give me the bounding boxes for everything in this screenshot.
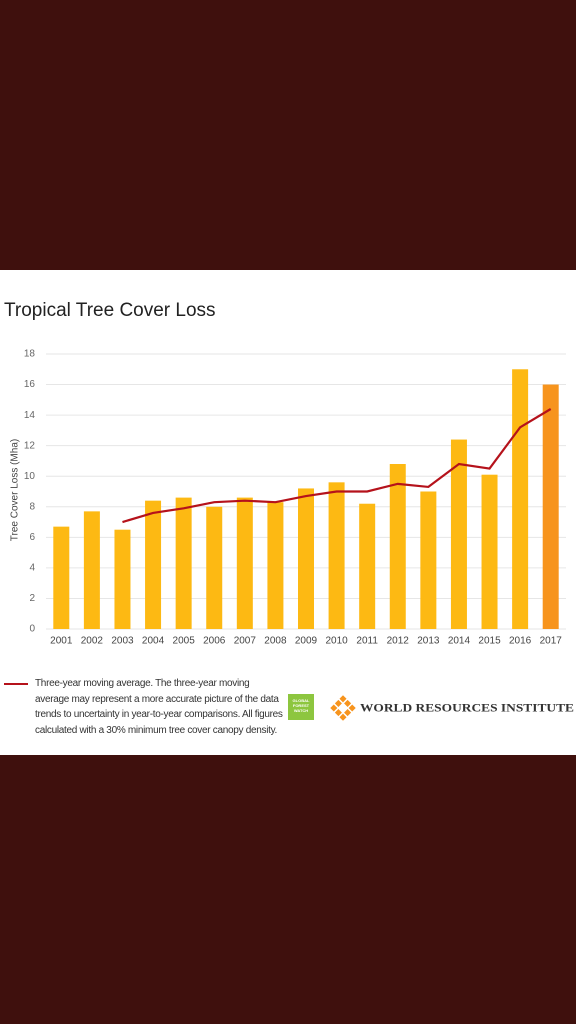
- x-tick-label: 2016: [509, 636, 532, 647]
- chart: Tropical Tree Cover Loss Tree Cover Loss…: [4, 300, 574, 721]
- bar: [175, 497, 192, 629]
- x-tick-label: 2006: [203, 636, 226, 647]
- x-tick-label: 2014: [448, 636, 471, 647]
- bar: [53, 526, 70, 629]
- legend-note: Three-year moving average. The three-yea…: [35, 678, 283, 736]
- x-tick-label: 2011: [356, 636, 378, 647]
- y-axis-label: Tree Cover Loss (Mha): [10, 439, 21, 541]
- y-tick-label: 8: [29, 501, 35, 512]
- y-tick-label: 16: [24, 379, 36, 390]
- moving-average-line: [122, 408, 552, 524]
- bar: [83, 511, 100, 629]
- y-tick-label: 0: [29, 624, 35, 635]
- x-tick-label: 2009: [295, 636, 318, 647]
- bar: [481, 474, 498, 629]
- y-tick-label: 18: [24, 349, 36, 360]
- gfw-logo-text-box: GLOBAL FOREST WATCH: [292, 698, 310, 713]
- chart-title: Tropical Tree Cover Loss: [4, 300, 216, 321]
- y-tick-label: 14: [24, 410, 36, 421]
- x-tick-label: 2010: [325, 636, 348, 647]
- wri-icon: [330, 695, 356, 721]
- bar: [206, 506, 223, 629]
- gfw-logo-text: GLOBAL FOREST WATCH: [292, 698, 310, 713]
- panel: Tropical Tree Cover Loss Tree Cover Loss…: [0, 270, 576, 755]
- bar: [450, 439, 467, 629]
- x-tick-label: 2012: [387, 636, 410, 647]
- bar: [328, 482, 345, 629]
- wri-logo-text: WORLD RESOURCES INSTITUTE: [360, 703, 574, 715]
- gfw-logo: [288, 694, 314, 720]
- x-tick-label: 2002: [81, 636, 104, 647]
- x-tick-label: 2013: [417, 636, 440, 647]
- y-tick-label: 6: [29, 532, 35, 543]
- bar: [389, 464, 406, 629]
- x-tick-label: 2008: [264, 636, 287, 647]
- bar: [298, 488, 314, 629]
- x-tick-label: 2007: [234, 636, 257, 647]
- x-tick-label: 2015: [478, 636, 501, 647]
- bar: [420, 491, 437, 629]
- x-tick-label: 2004: [142, 636, 165, 647]
- bar: [359, 503, 376, 629]
- bar: [236, 497, 253, 629]
- bar: [512, 369, 529, 629]
- y-tick-label: 2: [29, 593, 35, 604]
- x-tick-label: 2001: [50, 636, 73, 647]
- bar: [114, 529, 131, 629]
- y-tick-label: 10: [24, 471, 36, 482]
- x-tick-label: 2017: [540, 636, 563, 647]
- bar: [145, 500, 162, 629]
- bar: [542, 384, 559, 629]
- bar: [267, 502, 284, 629]
- x-tick-label: 2003: [111, 636, 134, 647]
- x-tick-label: 2005: [173, 636, 196, 647]
- y-tick-label: 12: [24, 440, 36, 451]
- y-tick-label: 4: [29, 563, 35, 574]
